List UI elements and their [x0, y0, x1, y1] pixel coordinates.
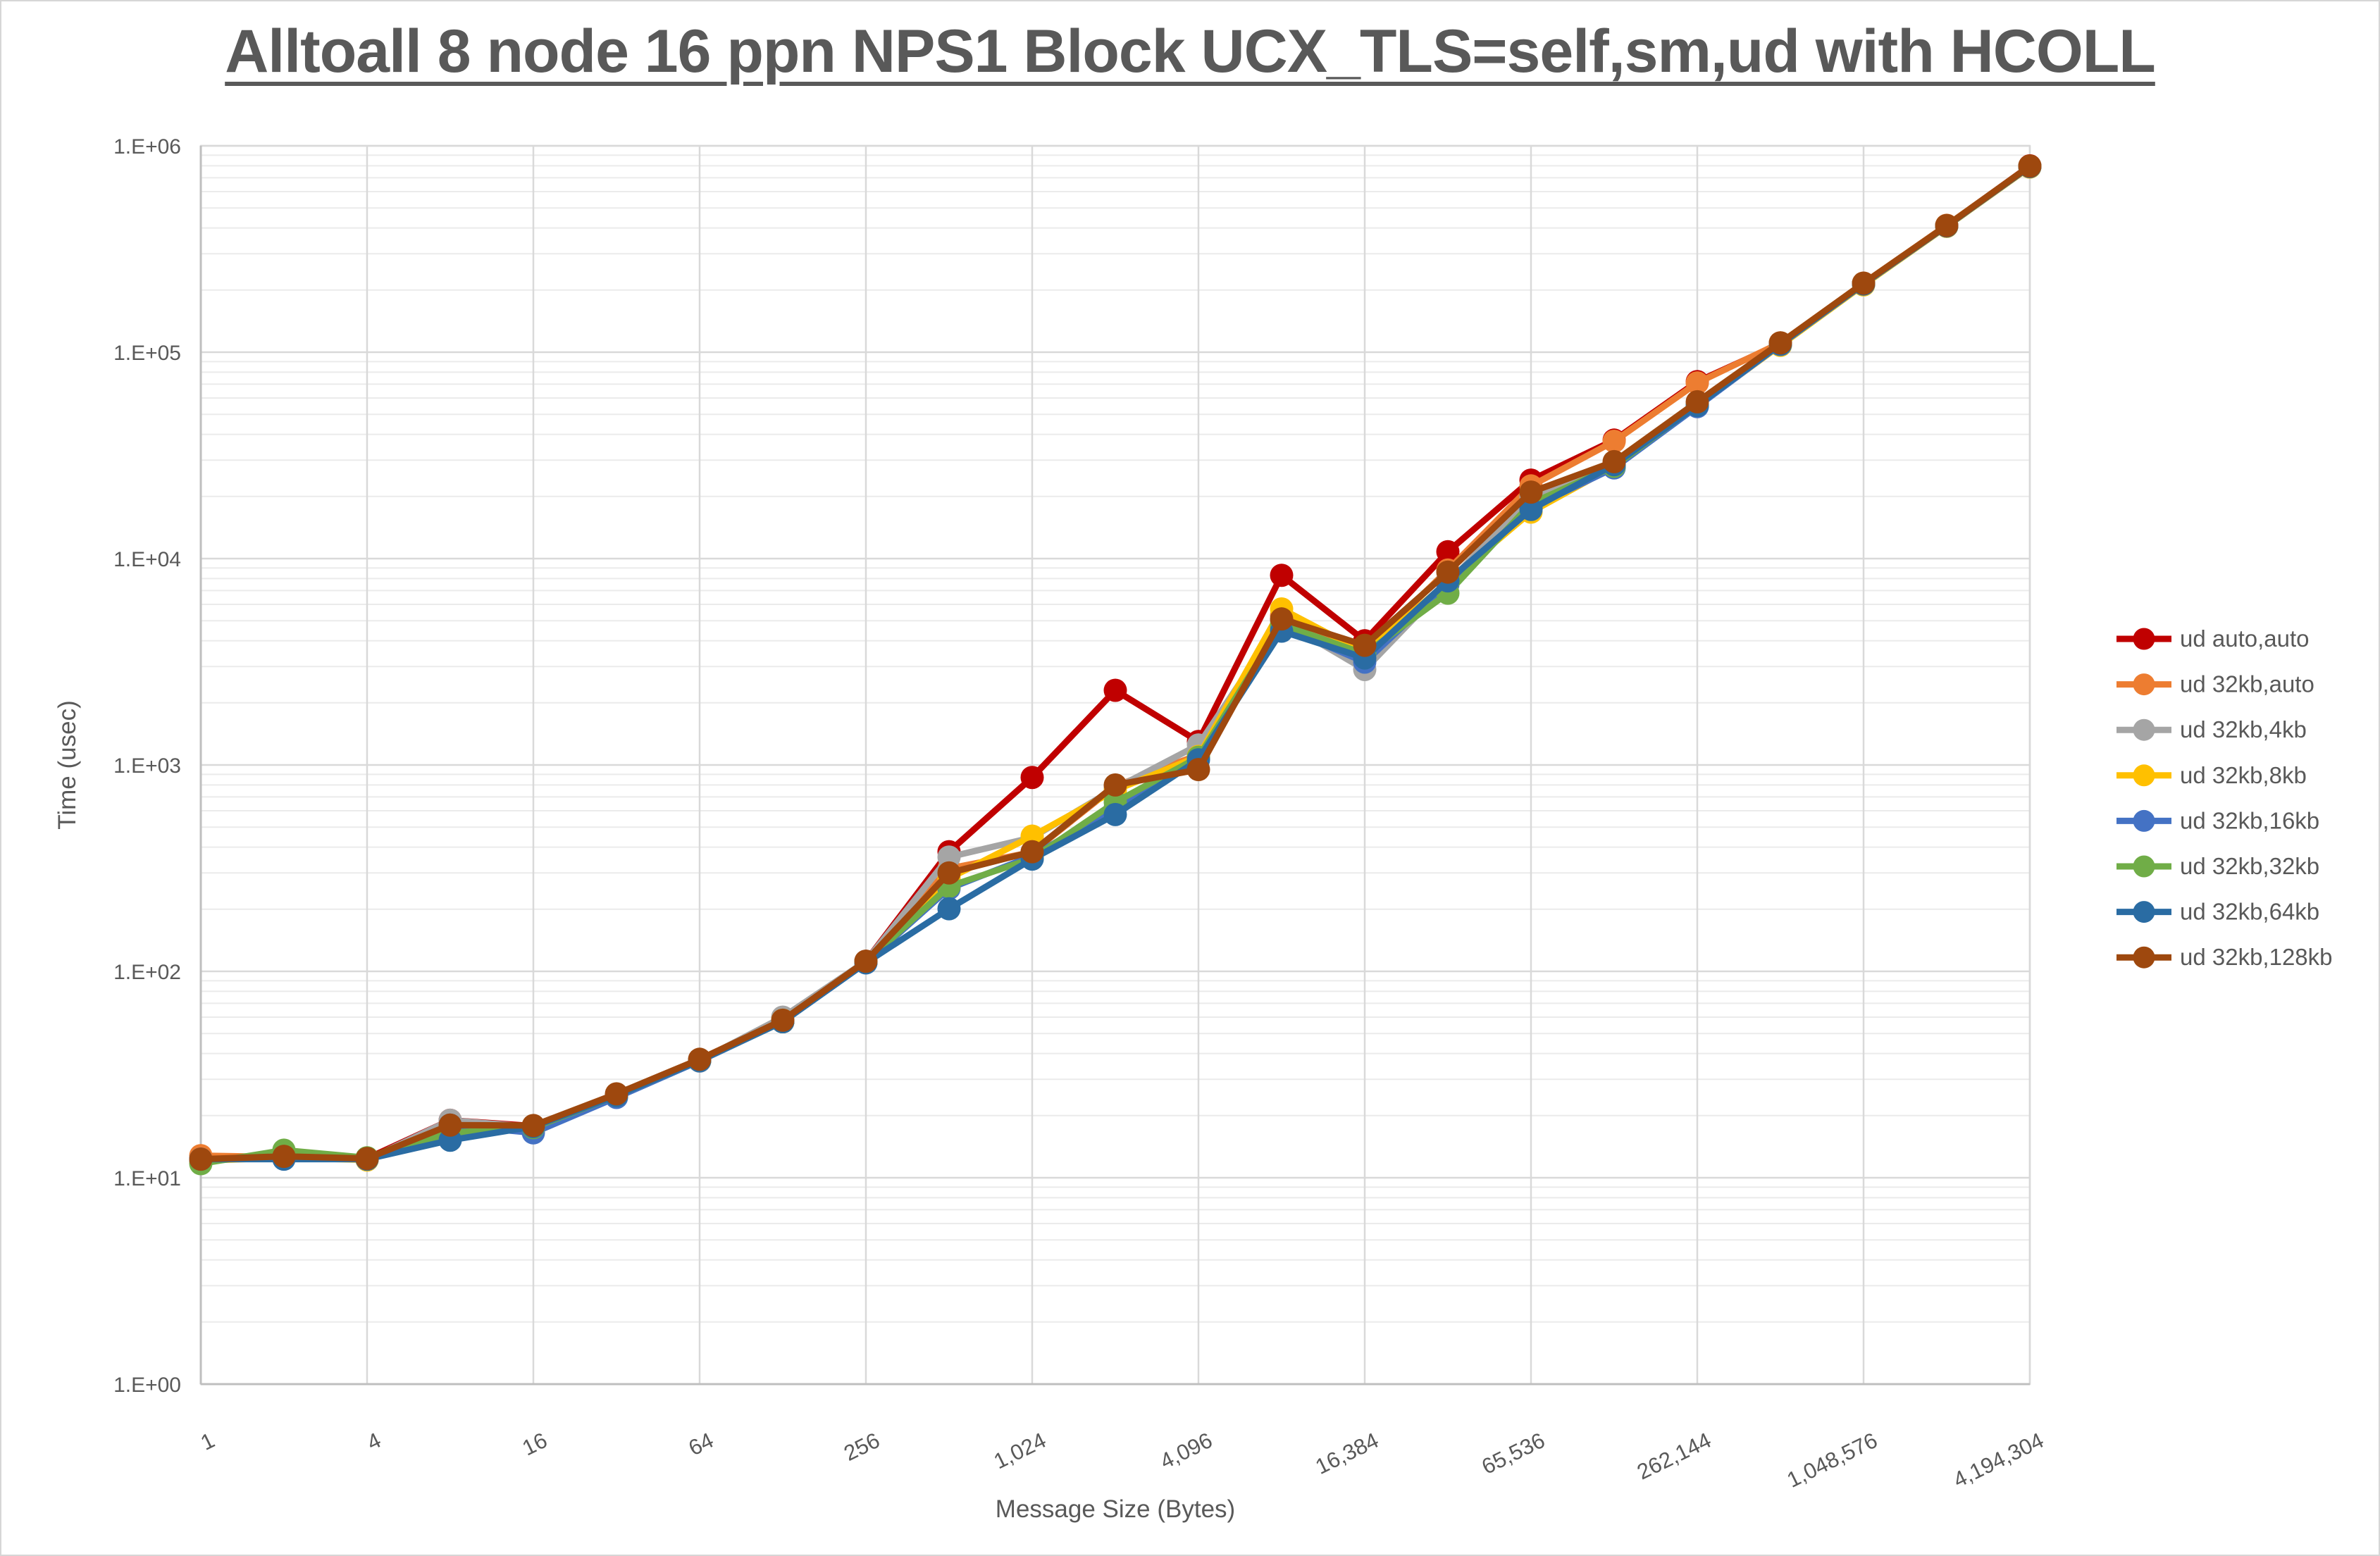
y-tick-label: 1.E+00 — [113, 1374, 181, 1397]
data-point[interactable] — [1519, 497, 1543, 521]
data-point[interactable] — [2018, 154, 2042, 178]
y-axis-title: Time (usec) — [54, 700, 81, 829]
y-tick-label: 1.E+01 — [113, 1167, 181, 1190]
legend-marker-dot — [2133, 855, 2155, 878]
data-point[interactable] — [1270, 607, 1294, 631]
series-ud-32kb-8kb[interactable] — [189, 155, 2042, 1173]
series-line[interactable] — [197, 163, 2033, 1163]
series-ud-32kb-16kb[interactable] — [189, 155, 2042, 1171]
x-tick-label: 262,144 — [1633, 1428, 1715, 1485]
series-ud-32kb-4kb[interactable] — [189, 155, 2042, 1172]
legend-item-ud-auto-auto[interactable]: ud auto,auto — [2116, 625, 2310, 652]
data-point[interactable] — [1602, 430, 1626, 454]
legend-marker-dot — [2133, 718, 2155, 741]
x-tick-label: 256 — [840, 1428, 884, 1466]
x-tick-label: 4,194,304 — [1950, 1428, 2047, 1493]
x-axis-title: Message Size (Bytes) — [996, 1495, 1235, 1523]
series-line[interactable] — [197, 162, 2033, 1163]
data-point[interactable] — [937, 861, 961, 885]
legend-label: ud 32kb,128kb — [2180, 944, 2333, 970]
series-line[interactable] — [197, 163, 2033, 1164]
legend-item-ud-32kb-16kb[interactable]: ud 32kb,16kb — [2116, 807, 2319, 833]
chart-title: Alltoall 8 node 16 ppn NPS1 Block UCX_TL… — [225, 18, 2156, 85]
data-point[interactable] — [1270, 564, 1294, 587]
data-point[interactable] — [771, 1008, 795, 1032]
x-tick-label: 64 — [685, 1428, 717, 1461]
legend: ud auto,auto ud 32kb,auto ud 32kb,4kb ud 32… — [2116, 625, 2333, 970]
x-tick-label: 4,096 — [1156, 1428, 1216, 1474]
y-tick-label: 1.E+02 — [113, 961, 181, 984]
x-tick-label: 1 — [197, 1428, 218, 1455]
data-point[interactable] — [1436, 560, 1460, 584]
series-ud-32kb-128kb[interactable] — [189, 154, 2042, 1171]
data-point[interactable] — [1436, 540, 1460, 564]
legend-item-ud-32kb-auto[interactable]: ud 32kb,auto — [2116, 671, 2314, 697]
data-point[interactable] — [605, 1082, 628, 1106]
legend-item-ud-32kb-32kb[interactable]: ud 32kb,32kb — [2116, 853, 2319, 879]
y-tick-label: 1.E+03 — [113, 754, 181, 778]
data-point[interactable] — [1519, 480, 1543, 504]
y-tick-label: 1.E+04 — [113, 548, 181, 571]
data-point[interactable] — [1103, 678, 1127, 702]
legend-marker-dot — [2133, 901, 2155, 923]
data-point[interactable] — [1186, 758, 1210, 782]
legend-marker-dot — [2133, 764, 2155, 787]
legend-item-ud-32kb-64kb[interactable]: ud 32kb,64kb — [2116, 899, 2319, 925]
x-tick-label: 4 — [363, 1428, 385, 1455]
legend-item-ud-32kb-4kb[interactable]: ud 32kb,4kb — [2116, 716, 2307, 742]
data-point[interactable] — [1685, 371, 1709, 395]
series-ud-32kb-32kb[interactable] — [189, 154, 2042, 1176]
data-point[interactable] — [688, 1047, 712, 1071]
data-point[interactable] — [1602, 449, 1626, 473]
series-line[interactable] — [197, 163, 2033, 1162]
data-point[interactable] — [1852, 271, 1876, 295]
data-point[interactable] — [438, 1113, 462, 1137]
data-point[interactable] — [189, 1147, 213, 1171]
data-point[interactable] — [272, 1145, 296, 1169]
data-point[interactable] — [1353, 633, 1377, 657]
x-tick-label: 16,384 — [1311, 1428, 1382, 1479]
legend-label: ud 32kb,auto — [2180, 671, 2314, 697]
x-tick-label: 65,536 — [1477, 1428, 1549, 1479]
y-tick-label: 1.E+05 — [113, 342, 181, 365]
series-line[interactable] — [197, 163, 2033, 1163]
legend-label: ud auto,auto — [2180, 625, 2310, 652]
x-tick-label: 1,024 — [990, 1428, 1050, 1474]
x-tick-label: 1,048,576 — [1783, 1428, 1881, 1493]
series-line[interactable] — [197, 163, 2033, 1163]
legend-item-ud-32kb-128kb[interactable]: ud 32kb,128kb — [2116, 944, 2333, 970]
legend-item-ud-32kb-8kb[interactable]: ud 32kb,8kb — [2116, 762, 2307, 788]
legend-marker-dot — [2133, 809, 2155, 832]
series-line[interactable] — [197, 163, 2033, 1164]
legend-marker-dot — [2133, 628, 2155, 650]
series-ud-32kb-64kb[interactable] — [189, 154, 2042, 1171]
series-line[interactable] — [197, 163, 2033, 1167]
data-point[interactable] — [1685, 390, 1709, 413]
data-point[interactable] — [1103, 802, 1127, 826]
legend-label: ud 32kb,32kb — [2180, 853, 2319, 879]
data-point[interactable] — [521, 1114, 545, 1138]
y-tick-label: 1.E+06 — [113, 135, 181, 158]
data-point[interactable] — [1103, 773, 1127, 797]
plot-area — [189, 154, 2042, 1176]
data-point[interactable] — [355, 1147, 379, 1171]
data-point[interactable] — [1768, 331, 1792, 355]
series-ud-auto-auto[interactable] — [189, 154, 2042, 1171]
data-point[interactable] — [1020, 840, 1044, 864]
data-point[interactable] — [937, 897, 961, 921]
data-point[interactable] — [854, 950, 878, 973]
x-tick-label: 16 — [519, 1428, 551, 1461]
legend-label: ud 32kb,4kb — [2180, 716, 2307, 742]
data-point[interactable] — [1020, 766, 1044, 790]
legend-label: ud 32kb,64kb — [2180, 899, 2319, 925]
legend-marker-dot — [2133, 946, 2155, 969]
legend-label: ud 32kb,8kb — [2180, 762, 2307, 788]
data-point[interactable] — [1935, 213, 1959, 237]
legend-label: ud 32kb,16kb — [2180, 807, 2319, 833]
legend-marker-dot — [2133, 673, 2155, 696]
gridlines — [199, 144, 2031, 1386]
